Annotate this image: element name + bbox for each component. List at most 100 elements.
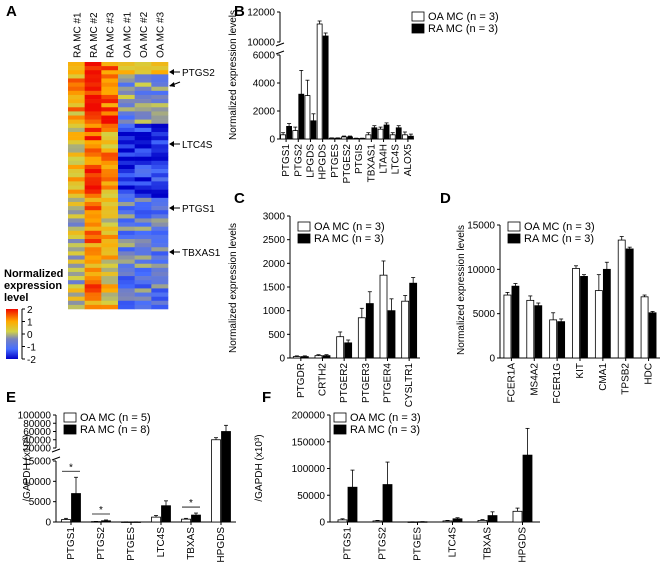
legend-swatch	[507, 233, 521, 244]
heatmap-cell	[118, 218, 135, 223]
heatmap-cell	[151, 82, 169, 87]
heatmap-cell	[134, 74, 152, 79]
heatmap-cell	[118, 304, 135, 310]
y-tick-label: 60000	[23, 427, 51, 438]
heatmap-cell	[68, 271, 85, 277]
heatmap-cell	[134, 103, 152, 108]
y-tick-label: 2500	[263, 235, 286, 246]
y-tick-label: 15000	[23, 457, 51, 468]
heatmap-cell	[134, 90, 152, 96]
heatmap-cell	[118, 263, 135, 269]
y-axis-title: Normalized expression levels	[228, 10, 239, 140]
heatmap-cell	[68, 189, 85, 195]
heatmap-cell	[134, 296, 152, 302]
heatmap-cell	[134, 193, 152, 199]
heatmap-cell	[101, 206, 119, 211]
heatmap-cell	[151, 271, 169, 277]
panel-letter: E	[6, 389, 16, 406]
heatmap-cell	[151, 123, 169, 129]
legend-swatch	[63, 424, 77, 435]
x-category-label: PTGS1	[66, 527, 77, 560]
heatmap-cell	[68, 230, 85, 236]
bar-oa	[572, 268, 580, 359]
heatmap-cell	[101, 222, 119, 227]
heatmap-column-label: RA MC #3	[106, 12, 117, 58]
heatmap-cell	[68, 127, 85, 133]
bar-ra	[334, 137, 341, 140]
x-category-label: PTGS2	[293, 144, 304, 177]
heatmap-cell	[101, 185, 119, 190]
heatmap-cell	[134, 218, 152, 223]
x-category-label: TBXAS1	[366, 144, 377, 183]
heatmap-cell	[101, 148, 119, 153]
bar-oa	[337, 519, 348, 523]
heatmap-cell	[101, 66, 119, 71]
heatmap-cell	[134, 247, 152, 252]
heatmap-cell	[84, 90, 102, 96]
x-category-label: TPSB2	[621, 363, 632, 395]
y-tick-label: 2000	[253, 107, 276, 118]
heatmap-cell	[118, 136, 135, 141]
heatmap-cell	[101, 127, 119, 133]
heatmap-cell	[134, 234, 152, 240]
heatmap-cell	[134, 255, 152, 260]
bar-oa	[401, 300, 410, 359]
heatmap-cell	[134, 292, 152, 297]
bar-ra	[534, 305, 543, 359]
heatmap-cell	[118, 292, 135, 297]
heatmap-cell	[118, 284, 135, 289]
heatmap-cells	[68, 62, 169, 310]
heatmap-cell	[151, 214, 169, 219]
heatmap-cell	[84, 103, 102, 108]
heatmap-cell	[101, 189, 119, 195]
heatmap-cell	[68, 193, 85, 199]
heatmap-cell	[151, 296, 169, 302]
panel-letter: A	[6, 3, 17, 20]
heatmap-cell	[68, 144, 85, 149]
heatmap-cell	[84, 74, 102, 79]
heatmap-cell	[134, 177, 152, 182]
heatmap-cell	[101, 271, 119, 277]
heatmap-cell	[84, 288, 102, 293]
bar-ra	[221, 431, 231, 523]
heatmap-cell	[68, 78, 85, 83]
heatmap-cell	[118, 62, 135, 67]
heatmap-cell	[151, 247, 169, 252]
bar-oa	[549, 319, 558, 359]
bar-ra	[383, 124, 390, 140]
heatmap-cell	[84, 292, 102, 297]
y-axis-title: Normalized expression levels	[228, 223, 239, 353]
heatmap-cell	[68, 197, 85, 203]
heatmap-cell	[68, 247, 85, 252]
heatmap-cell	[134, 243, 152, 248]
heatmap-cell	[84, 214, 102, 219]
heatmap-cell	[151, 156, 169, 162]
heatmap-cell	[68, 185, 85, 190]
heatmap-column-label: OA MC #2	[139, 11, 150, 58]
y-tick-label: 50000	[297, 491, 325, 502]
heatmap-cell	[84, 239, 102, 244]
heatmap-cell	[101, 210, 119, 215]
heatmap-cell	[101, 218, 119, 223]
heatmap-cell	[101, 74, 119, 79]
y-tick-label: 0	[269, 135, 275, 146]
heatmap-cell	[101, 243, 119, 248]
bar-oa	[314, 355, 323, 359]
heatmap-cell	[101, 234, 119, 240]
legend-swatch	[333, 424, 347, 435]
heatmap-cell	[84, 140, 102, 145]
heatmap-cell	[101, 152, 119, 157]
heatmap-cell	[68, 62, 85, 67]
x-category-label: HPGDS	[216, 527, 227, 563]
heatmap-cell	[118, 107, 135, 112]
heatmap-cell	[84, 243, 102, 248]
heatmap-cell	[118, 201, 135, 207]
heatmap-cell	[101, 140, 119, 145]
heatmap-cell	[151, 111, 169, 116]
heatmap-cell	[134, 181, 152, 186]
heatmap-cell	[151, 131, 169, 137]
heatmap-cell	[151, 239, 169, 244]
heatmap-cell	[68, 164, 85, 170]
heatmap-cell	[151, 160, 169, 166]
heatmap-cell	[68, 115, 85, 120]
